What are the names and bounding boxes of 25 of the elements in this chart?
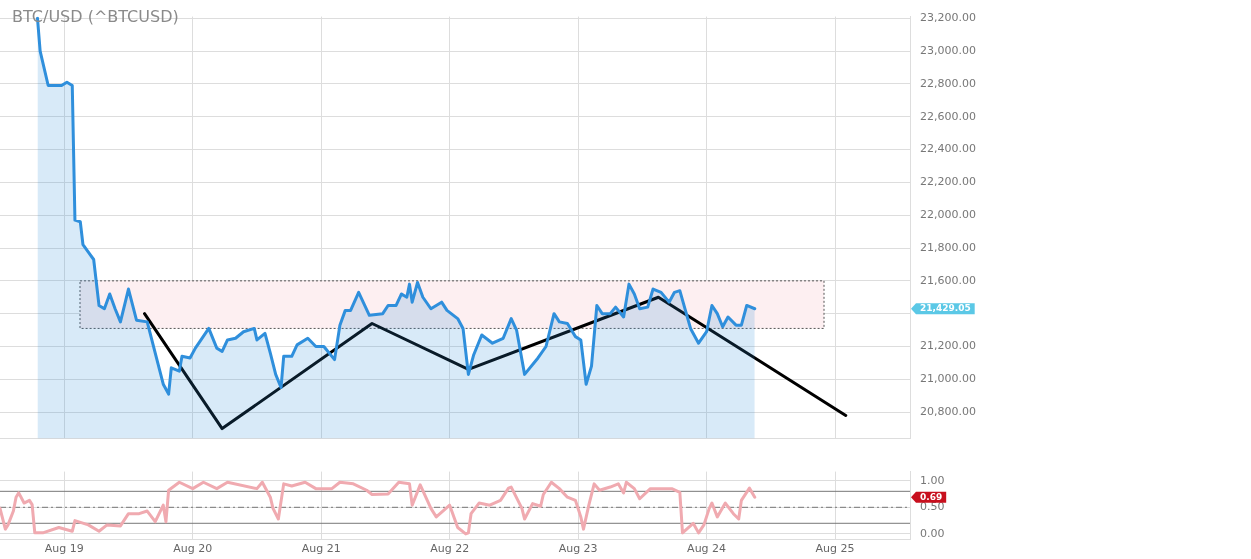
y-tick-label: 22,800.00 (920, 76, 976, 90)
y-tick-label: 23,200.00 (920, 11, 976, 25)
x-tick-label: Aug 25 (815, 542, 855, 556)
x-tick-label: Aug 19 (44, 542, 84, 556)
y-tick-label: 0.00 (920, 526, 945, 540)
y-tick-label: 21,800.00 (920, 240, 976, 254)
y-tick-label: 21,200.00 (920, 339, 976, 353)
y-tick-label: 22,400.00 (920, 142, 976, 156)
x-tick-label: Aug 23 (558, 542, 598, 556)
y-tick-label: 23,000.00 (920, 43, 976, 57)
text: 21,429.05 (920, 303, 971, 314)
y-tick-label: 21,000.00 (920, 372, 976, 386)
x-tick-label: Aug 22 (430, 542, 470, 556)
y-tick-label: 22,200.00 (920, 175, 976, 189)
text: 0.69 (920, 491, 943, 502)
y-tick-label: 21,600.00 (920, 273, 976, 287)
x-tick-label: Aug 21 (301, 542, 341, 556)
y-tick-label: 1.00 (920, 473, 945, 487)
x-tick-label: Aug 24 (687, 542, 727, 556)
chart-title: BTC/USD (^BTCUSD) (12, 7, 179, 27)
y-tick-label: 22,000.00 (920, 208, 976, 222)
y-tick-label: 0.50 (920, 500, 945, 514)
y-tick-label: 22,600.00 (920, 109, 976, 123)
y-tick-label: 20,800.00 (920, 405, 976, 418)
x-tick-label: Aug 20 (173, 542, 213, 556)
